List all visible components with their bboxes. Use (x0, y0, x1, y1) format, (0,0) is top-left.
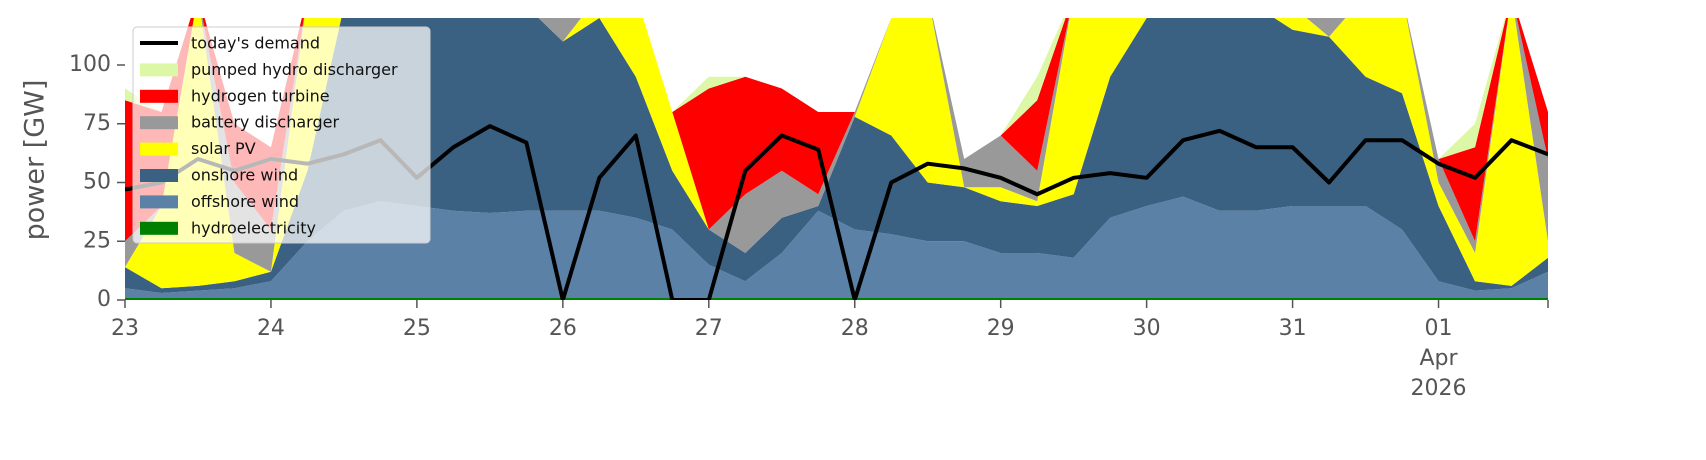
area (125, 18, 1548, 289)
x-tick-label: 28 (841, 316, 869, 341)
legend-label: hydrogen turbine (191, 86, 330, 105)
x-tick-sublabel: 2026 (1411, 376, 1467, 401)
legend-label: pumped hydro discharger (191, 60, 398, 79)
y-tick-label: 75 (83, 111, 111, 136)
y-tick-label: 100 (69, 52, 111, 77)
legend-swatch (140, 142, 178, 156)
x-tick-label: 26 (549, 316, 577, 341)
x-tick-label: 30 (1133, 316, 1161, 341)
legend-label: onshore wind (191, 166, 298, 185)
legend-swatch (140, 169, 178, 182)
area (125, 196, 1548, 298)
x-tick-label: 23 (111, 316, 139, 341)
y-tick-label: 25 (83, 228, 111, 253)
legend-label: offshore wind (191, 192, 299, 211)
axes: 0 25 50 75 100 23 24 25 26 27 28 29 30 31 01 Apr 2026 (69, 52, 1549, 401)
x-tick-label: 29 (987, 316, 1015, 341)
legend-label: hydroelectricity (191, 218, 316, 237)
area (125, 18, 1548, 293)
area (125, 297, 1548, 300)
y-axis-label: power [GW] (20, 80, 51, 241)
x-tick-label: 31 (1279, 316, 1307, 341)
y-tick-label: 0 (97, 287, 111, 312)
area (125, 18, 1548, 242)
x-tick-label: 24 (257, 316, 285, 341)
legend-swatch (140, 221, 178, 235)
x-tick-label: 25 (403, 316, 431, 341)
x-tick-sublabel: Apr (1420, 346, 1459, 371)
x-tick-label: 01 (1425, 316, 1453, 341)
legend-box (132, 26, 431, 244)
area (125, 18, 1548, 272)
legend-label: solar PV (191, 139, 256, 158)
x-tick-label: 27 (695, 316, 723, 341)
legend-swatch (140, 195, 178, 209)
legend-swatch (140, 63, 178, 77)
legend: today's demand pumped hydro discharger hyd… (132, 26, 431, 244)
legend-label: today's demand (191, 34, 320, 53)
legend-swatch (140, 89, 178, 103)
legend-label: battery discharger (191, 113, 339, 132)
y-tick-label: 50 (83, 170, 111, 195)
legend-swatch (140, 116, 178, 130)
